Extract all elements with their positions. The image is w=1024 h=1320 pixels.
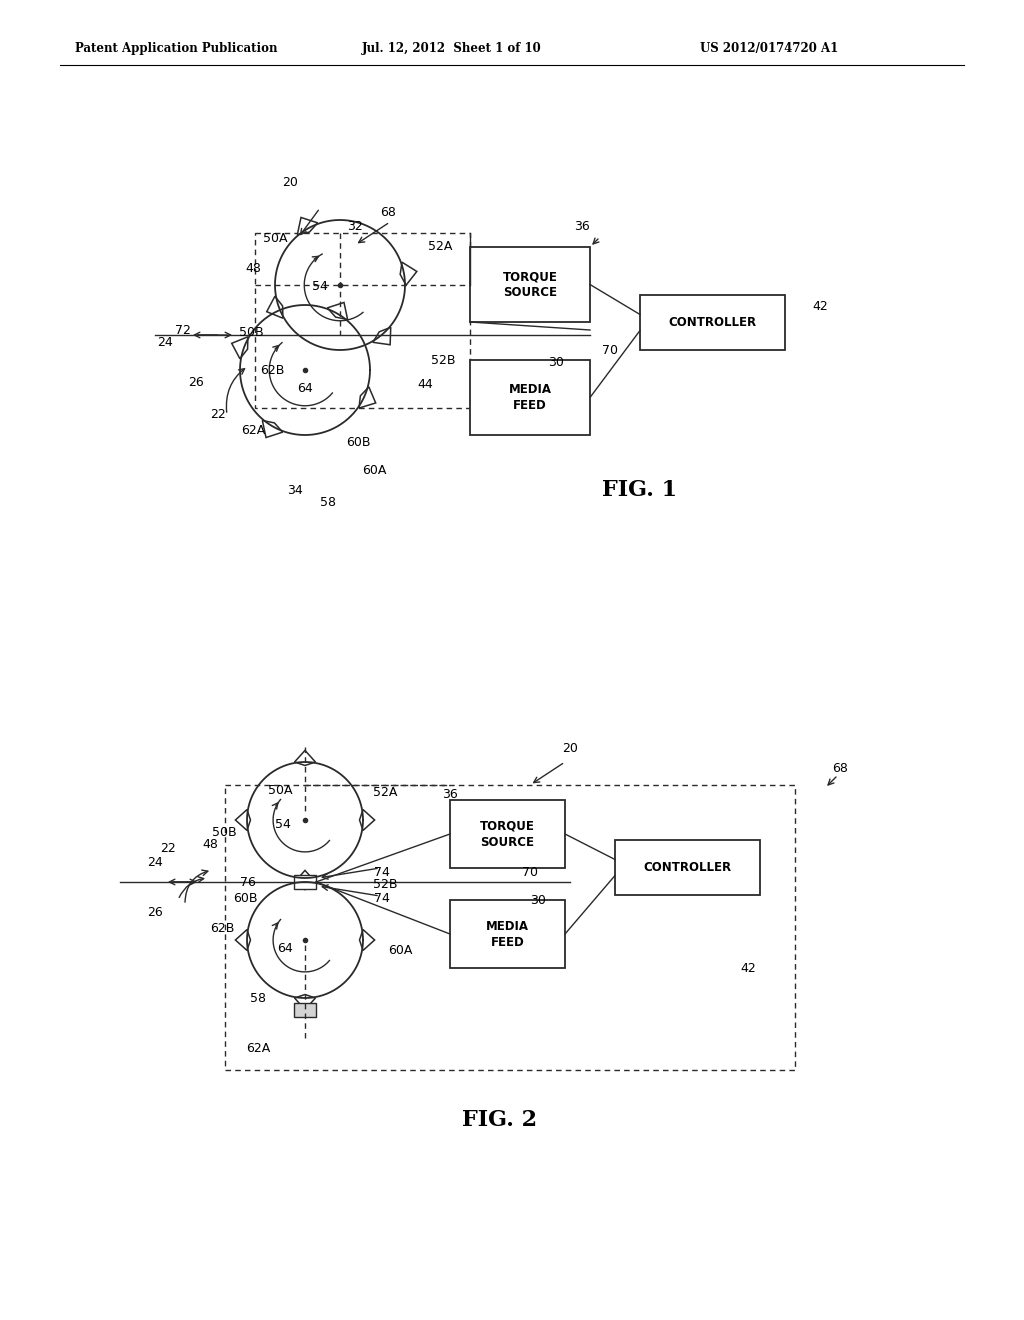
Text: 62A: 62A bbox=[246, 1041, 270, 1055]
Text: 64: 64 bbox=[278, 941, 293, 954]
Text: 58: 58 bbox=[250, 991, 266, 1005]
Polygon shape bbox=[400, 263, 417, 285]
Bar bbox=[255, 234, 470, 408]
Text: 60A: 60A bbox=[361, 463, 386, 477]
Text: 30: 30 bbox=[530, 894, 546, 907]
Text: 42: 42 bbox=[812, 301, 827, 314]
Polygon shape bbox=[295, 875, 315, 890]
Polygon shape bbox=[373, 327, 391, 345]
Text: 70: 70 bbox=[602, 343, 618, 356]
Text: 74: 74 bbox=[374, 891, 390, 904]
Text: 48: 48 bbox=[202, 838, 218, 851]
Text: CONTROLLER: CONTROLLER bbox=[643, 861, 731, 874]
Polygon shape bbox=[295, 870, 315, 886]
Polygon shape bbox=[297, 218, 317, 235]
Text: 36: 36 bbox=[574, 220, 590, 234]
Bar bbox=[640, 294, 785, 350]
Text: 36: 36 bbox=[442, 788, 458, 801]
Text: 52B: 52B bbox=[431, 354, 456, 367]
Text: 26: 26 bbox=[147, 906, 163, 919]
Text: 48: 48 bbox=[245, 261, 261, 275]
Polygon shape bbox=[295, 994, 315, 1010]
Polygon shape bbox=[262, 421, 283, 437]
Text: 20: 20 bbox=[282, 177, 298, 190]
Bar bbox=[470, 247, 590, 322]
Polygon shape bbox=[328, 302, 347, 319]
Text: 22: 22 bbox=[160, 842, 176, 854]
Text: 60B: 60B bbox=[232, 891, 257, 904]
Text: 24: 24 bbox=[147, 855, 163, 869]
Text: 24: 24 bbox=[157, 337, 173, 350]
Text: 34: 34 bbox=[287, 483, 303, 496]
Polygon shape bbox=[236, 929, 251, 950]
Text: 52B: 52B bbox=[373, 879, 397, 891]
Text: 62B: 62B bbox=[210, 921, 234, 935]
Bar bbox=[450, 800, 565, 869]
Text: 54: 54 bbox=[312, 281, 328, 293]
Text: TORQUE
SOURCE: TORQUE SOURCE bbox=[503, 271, 557, 300]
Text: TORQUE
SOURCE: TORQUE SOURCE bbox=[480, 820, 535, 849]
Text: 60A: 60A bbox=[388, 944, 413, 957]
Text: 74: 74 bbox=[374, 866, 390, 879]
Polygon shape bbox=[359, 809, 375, 830]
Text: 62A: 62A bbox=[241, 424, 265, 437]
Polygon shape bbox=[236, 809, 251, 830]
Text: 30: 30 bbox=[548, 356, 564, 370]
Text: 20: 20 bbox=[562, 742, 578, 755]
Text: Patent Application Publication: Patent Application Publication bbox=[75, 42, 278, 55]
Text: 50B: 50B bbox=[239, 326, 263, 338]
Bar bbox=[294, 1003, 316, 1016]
Text: 62B: 62B bbox=[260, 363, 285, 376]
Text: 72: 72 bbox=[175, 323, 190, 337]
Text: 52A: 52A bbox=[428, 240, 453, 253]
Bar bbox=[294, 875, 316, 888]
Text: Jul. 12, 2012  Sheet 1 of 10: Jul. 12, 2012 Sheet 1 of 10 bbox=[362, 42, 542, 55]
Text: 44: 44 bbox=[417, 379, 433, 392]
Text: 68: 68 bbox=[833, 762, 848, 775]
Polygon shape bbox=[231, 337, 248, 359]
Text: 50A: 50A bbox=[267, 784, 292, 796]
Polygon shape bbox=[359, 929, 375, 950]
Bar bbox=[470, 360, 590, 436]
Text: 22: 22 bbox=[210, 408, 226, 421]
Text: CONTROLLER: CONTROLLER bbox=[669, 315, 757, 329]
Text: 64: 64 bbox=[297, 381, 313, 395]
Text: 58: 58 bbox=[319, 495, 336, 508]
Text: FIG. 2: FIG. 2 bbox=[463, 1109, 538, 1131]
Polygon shape bbox=[266, 296, 283, 318]
Text: 54: 54 bbox=[275, 818, 291, 832]
Polygon shape bbox=[359, 387, 376, 408]
Text: FIG. 1: FIG. 1 bbox=[602, 479, 678, 502]
Text: 42: 42 bbox=[740, 961, 756, 974]
Text: 70: 70 bbox=[522, 866, 538, 879]
Text: 26: 26 bbox=[188, 376, 204, 389]
Text: 68: 68 bbox=[380, 206, 396, 219]
Text: 32: 32 bbox=[347, 220, 362, 234]
Polygon shape bbox=[295, 750, 315, 766]
Text: MEDIA
FEED: MEDIA FEED bbox=[486, 920, 529, 949]
Bar bbox=[225, 785, 795, 1071]
Bar bbox=[615, 840, 760, 895]
Text: 50A: 50A bbox=[263, 231, 288, 244]
Text: 60B: 60B bbox=[346, 437, 371, 450]
Text: MEDIA
FEED: MEDIA FEED bbox=[509, 383, 552, 412]
Text: 50B: 50B bbox=[212, 826, 237, 840]
Text: US 2012/0174720 A1: US 2012/0174720 A1 bbox=[700, 42, 839, 55]
Bar bbox=[450, 900, 565, 968]
Text: 76: 76 bbox=[240, 875, 256, 888]
Text: 52A: 52A bbox=[373, 787, 397, 800]
